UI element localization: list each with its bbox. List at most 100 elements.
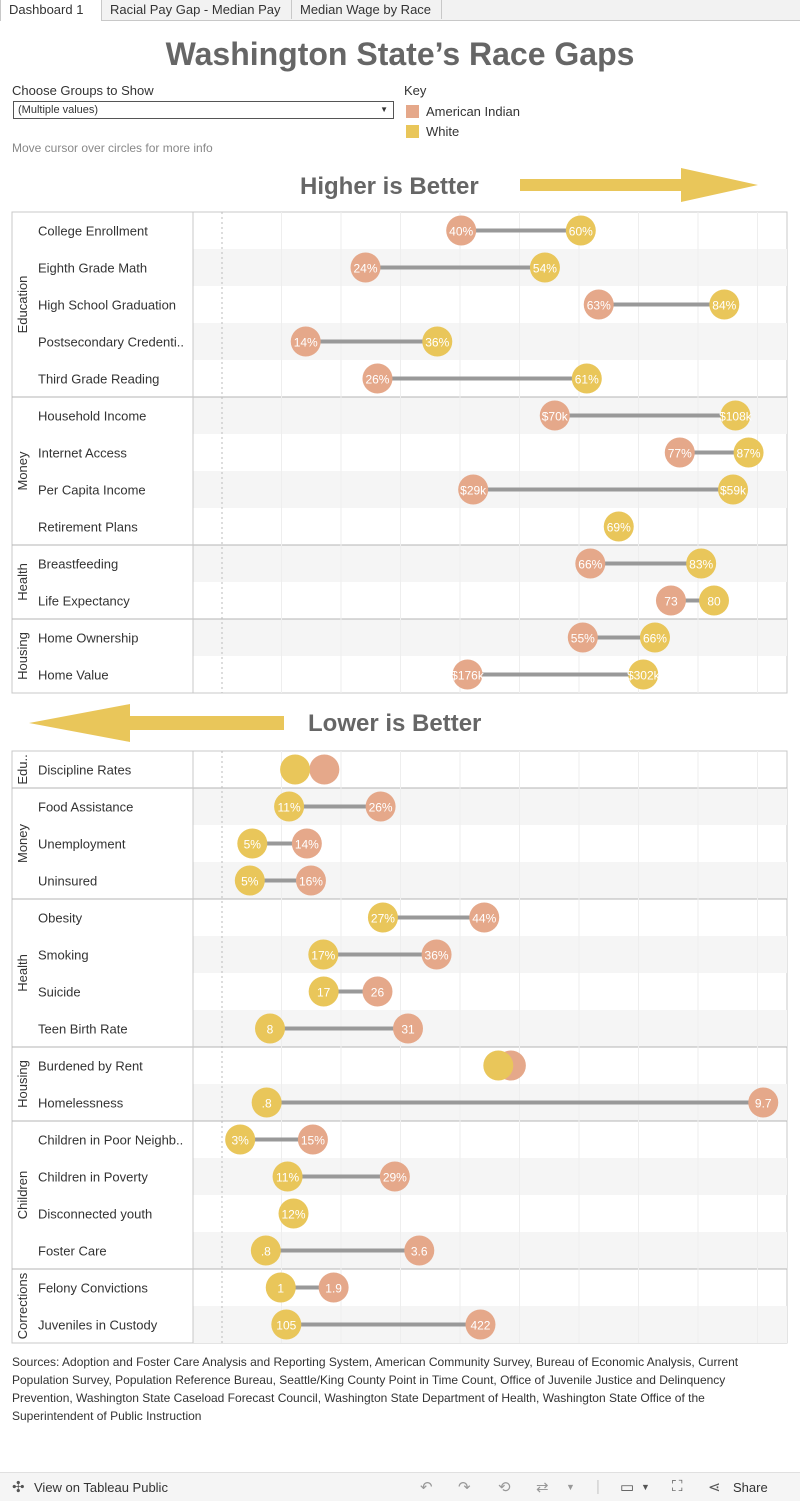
white-point xyxy=(709,289,740,320)
data-label: $29k xyxy=(460,484,487,498)
row-label: Children in Poverty xyxy=(38,1170,148,1185)
row-label: Children in Poor Neighb.. xyxy=(38,1133,183,1148)
group-label: Money xyxy=(15,823,30,863)
american-indian-point xyxy=(318,1272,349,1303)
data-label: 15% xyxy=(301,1134,325,1148)
american-indian-point xyxy=(539,400,570,431)
data-label: 14% xyxy=(294,336,318,350)
row-label: Life Expectancy xyxy=(38,594,130,609)
group-filter-dropdown[interactable]: (Multiple values) ▼ xyxy=(13,101,394,119)
american-indian-point xyxy=(421,939,452,970)
pause-dropdown-icon[interactable]: ▼ xyxy=(566,1482,575,1492)
american-indian-point xyxy=(291,828,322,859)
american-indian-point xyxy=(362,976,393,1007)
data-label: 3.6 xyxy=(411,1245,428,1259)
white-point xyxy=(733,437,764,468)
filter-value: (Multiple values) xyxy=(18,104,99,116)
divider: | xyxy=(596,1478,600,1495)
white-point xyxy=(628,659,659,690)
view-on-tableau-link[interactable]: View on Tableau Public xyxy=(34,1480,168,1495)
data-label: 60% xyxy=(569,225,593,239)
data-label: 5% xyxy=(244,838,262,852)
white-point xyxy=(278,1198,309,1229)
american-indian-point xyxy=(309,754,340,785)
data-label: 105 xyxy=(276,1319,296,1333)
white-point xyxy=(272,1161,303,1192)
american-indian-point xyxy=(664,437,695,468)
data-label: 44% xyxy=(472,912,496,926)
data-label: 66% xyxy=(578,558,602,572)
data-label: $70k xyxy=(542,410,569,424)
american-indian-point xyxy=(290,326,321,357)
share-button[interactable]: Share xyxy=(733,1480,768,1495)
tab-bar: Dashboard 1 Racial Pay Gap - Median Pay … xyxy=(0,0,800,21)
data-label: 26% xyxy=(369,801,393,815)
row-band xyxy=(193,619,787,656)
data-label: 54% xyxy=(533,262,557,276)
white-point xyxy=(699,585,729,616)
data-label: 17% xyxy=(311,949,335,963)
share-icon[interactable]: ⋖ xyxy=(708,1479,721,1496)
row-label: Discipline Rates xyxy=(38,763,132,778)
fullscreen-icon[interactable]: ⛶ xyxy=(672,1478,683,1495)
american-indian-point xyxy=(452,659,483,690)
group-label: Education xyxy=(15,276,30,334)
data-label: 63% xyxy=(587,299,611,313)
white-swatch xyxy=(406,125,419,138)
row-label: Household Income xyxy=(38,409,146,424)
higher-is-better-title: Higher is Better xyxy=(300,173,479,200)
white-point xyxy=(251,1087,282,1118)
group-label: Money xyxy=(15,451,30,491)
tab-racial-pay-gap[interactable]: Racial Pay Gap - Median Pay xyxy=(102,0,292,19)
american-indian-point xyxy=(446,215,477,246)
data-label: 84% xyxy=(712,299,736,313)
group-label: Housing xyxy=(15,1060,30,1108)
data-label: 26% xyxy=(365,373,389,387)
white-point xyxy=(274,791,305,822)
row-label: Foster Care xyxy=(38,1244,107,1259)
data-label: 24% xyxy=(354,262,378,276)
data-label: $176k xyxy=(451,669,485,683)
white-point xyxy=(422,326,453,357)
white-point xyxy=(225,1124,256,1155)
undo-icon[interactable]: ↶ xyxy=(420,1479,433,1496)
group-label: Children xyxy=(15,1171,30,1219)
american-indian-swatch xyxy=(406,105,419,118)
data-label: 3% xyxy=(232,1134,250,1148)
data-label: 422 xyxy=(470,1319,490,1333)
row-label: Juveniles in Custody xyxy=(38,1318,158,1333)
row-label: Postsecondary Credenti.. xyxy=(38,335,184,350)
american-indian-point xyxy=(583,289,614,320)
row-label: Felony Convictions xyxy=(38,1281,148,1296)
row-label: Disconnected youth xyxy=(38,1207,152,1222)
american-indian-point xyxy=(465,1309,496,1340)
comment-icon[interactable]: ▭ xyxy=(620,1479,635,1496)
american-indian-point xyxy=(458,474,489,505)
american-indian-point xyxy=(655,585,686,616)
panel-frame xyxy=(11,211,788,694)
data-label: 69% xyxy=(607,521,631,535)
tab-dashboard-1[interactable]: Dashboard 1 xyxy=(0,0,102,21)
white-point xyxy=(255,1013,285,1044)
white-point xyxy=(565,215,596,246)
group-label: Health xyxy=(15,563,30,601)
data-label: .8 xyxy=(262,1097,272,1111)
data-label: 55% xyxy=(571,632,595,646)
american-indian-point xyxy=(379,1161,410,1192)
row-label: Internet Access xyxy=(38,446,127,461)
refresh-icon[interactable]: ⇄ xyxy=(536,1479,549,1496)
row-label: Food Assistance xyxy=(38,800,133,815)
group-label: Corrections xyxy=(15,1272,30,1339)
download-dropdown-icon[interactable]: ▼ xyxy=(641,1482,650,1492)
row-label: Teen Birth Rate xyxy=(38,1022,128,1037)
tab-median-wage[interactable]: Median Wage by Race xyxy=(292,0,442,19)
row-label: Per Capita Income xyxy=(38,483,146,498)
data-label: 5% xyxy=(241,875,259,889)
key-item-american-indian: American Indian xyxy=(406,104,520,119)
row-label: Breastfeeding xyxy=(38,557,118,572)
filter-label: Choose Groups to Show xyxy=(12,83,154,98)
row-label: Uninsured xyxy=(38,874,97,889)
row-label: Homelessness xyxy=(38,1096,124,1111)
redo-icon[interactable]: ↷ xyxy=(458,1479,471,1496)
revert-icon[interactable]: ⟲ xyxy=(498,1479,511,1496)
